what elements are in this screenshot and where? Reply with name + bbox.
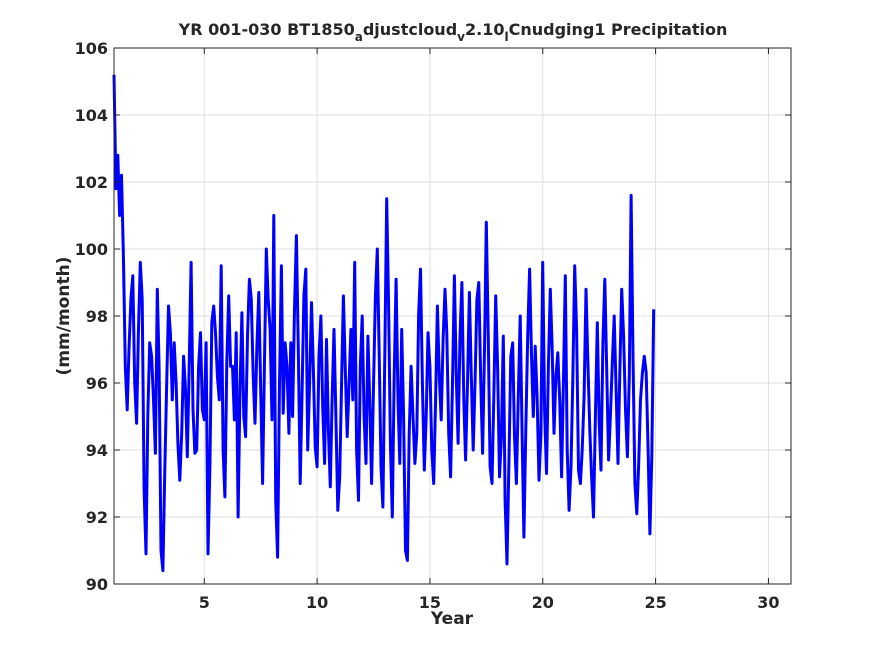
x-tick-label: 5 <box>199 593 210 612</box>
x-axis-label: Year <box>430 609 474 629</box>
y-tick-label: 100 <box>75 240 108 259</box>
title-part-5: l <box>504 30 508 44</box>
grid <box>114 47 791 585</box>
data-series <box>112 74 656 573</box>
title-part-0: YR 001-030 BT1850 <box>178 20 355 39</box>
x-tick-label: 30 <box>757 593 779 612</box>
series-line-0 <box>112 74 656 573</box>
y-axis-label: (mm/month) <box>54 257 74 376</box>
y-tick-label: 96 <box>86 374 108 393</box>
title-part-4: 2.10 <box>465 20 504 39</box>
x-tick-label: 25 <box>644 593 666 612</box>
y-tick-label: 94 <box>86 441 108 460</box>
y-tick-label: 104 <box>75 106 108 125</box>
title-part-3: v <box>457 30 465 44</box>
chart-title: YR 001-030 BT1850adjustcloudv2.10lCnudgi… <box>178 20 728 44</box>
y-tick-label: 90 <box>86 575 108 594</box>
x-tick-label: 10 <box>306 593 328 612</box>
axis-ticks: 5 10 15 20 25 30 90 92 94 96 98 100 102 104 106 <box>75 39 791 612</box>
y-tick-label: 102 <box>75 173 108 192</box>
x-tick-label: 15 <box>419 593 441 612</box>
y-tick-label: 106 <box>75 39 108 58</box>
title-part-2: djustcloud <box>363 20 457 39</box>
y-tick-label: 92 <box>86 508 108 527</box>
title-part-6: Cnudging1 Precipitation <box>509 20 728 39</box>
y-tick-label: 98 <box>86 307 108 326</box>
title-part-1: a <box>355 30 363 44</box>
x-tick-label: 20 <box>532 593 554 612</box>
